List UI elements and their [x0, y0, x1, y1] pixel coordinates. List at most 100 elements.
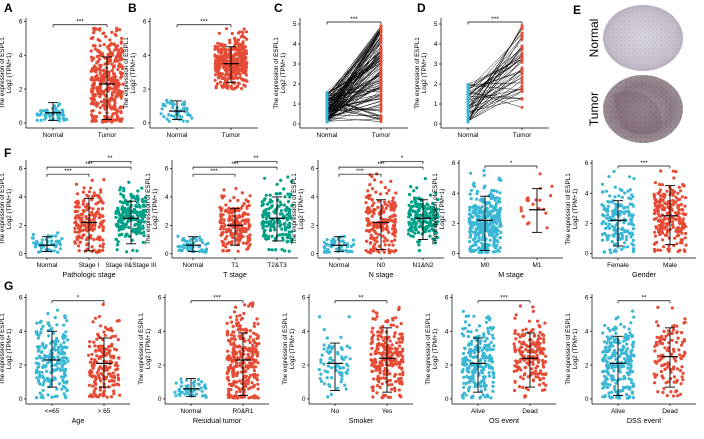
data-point	[230, 320, 234, 324]
data-point	[73, 226, 77, 230]
data-point	[286, 192, 290, 196]
data-point	[229, 84, 233, 88]
data-point	[486, 200, 490, 204]
data-point	[243, 222, 247, 226]
data-point	[116, 210, 121, 214]
data-point	[120, 50, 124, 54]
data-point	[82, 228, 86, 232]
data-point	[238, 228, 242, 232]
data-point	[287, 249, 291, 253]
data-point	[677, 226, 681, 230]
data-point	[677, 216, 682, 220]
data-point	[336, 350, 340, 354]
data-point	[383, 236, 387, 240]
data-point	[652, 195, 657, 199]
y-tick-label: 4	[158, 328, 162, 335]
data-point	[246, 382, 250, 386]
data-point	[107, 73, 111, 77]
data-point	[35, 321, 39, 325]
data-point	[607, 234, 611, 238]
data-point	[119, 185, 123, 190]
data-point	[379, 62, 383, 66]
data-point	[37, 345, 42, 349]
data-point	[100, 220, 104, 224]
data-point	[382, 338, 386, 343]
data-point	[160, 107, 164, 111]
data-point	[660, 183, 665, 187]
data-point	[55, 308, 60, 312]
data-point	[168, 101, 172, 105]
data-point	[89, 113, 94, 117]
data-point	[262, 224, 266, 228]
x-axis-label: M stage	[498, 270, 524, 279]
data-point	[236, 58, 240, 62]
data-point	[468, 354, 472, 358]
data-point	[325, 120, 329, 124]
data-point	[468, 240, 472, 244]
panel-label-a: A	[4, 1, 13, 15]
data-point	[325, 101, 329, 105]
data-point	[485, 222, 489, 226]
data-point	[174, 394, 178, 398]
data-point	[59, 352, 63, 356]
data-point	[229, 342, 233, 346]
data-point	[390, 343, 394, 347]
data-point	[264, 220, 268, 224]
data-point	[244, 73, 248, 77]
data-point	[118, 106, 122, 110]
data-point	[409, 229, 413, 233]
data-point	[213, 47, 217, 51]
data-point	[368, 210, 372, 214]
data-point	[288, 211, 292, 215]
data-point	[388, 219, 392, 223]
data-point	[233, 58, 237, 62]
data-point	[333, 240, 337, 244]
data-point	[375, 391, 379, 395]
data-point	[680, 195, 684, 199]
data-point	[630, 222, 634, 226]
data-point	[622, 206, 626, 210]
data-point	[238, 313, 242, 318]
data-point	[231, 383, 235, 387]
data-point	[220, 75, 224, 80]
data-point	[602, 207, 606, 211]
data-point	[282, 203, 286, 207]
data-point	[380, 328, 384, 332]
pair-line	[326, 100, 382, 118]
data-point	[130, 238, 134, 242]
data-point	[231, 236, 235, 240]
data-point	[245, 206, 249, 210]
data-point	[225, 371, 229, 375]
data-point	[623, 191, 627, 195]
data-point	[382, 369, 386, 373]
data-point	[240, 52, 244, 56]
data-point	[37, 347, 41, 351]
data-point	[394, 359, 398, 363]
data-point	[466, 114, 470, 118]
data-point	[253, 359, 257, 363]
data-point	[119, 76, 123, 80]
data-point	[245, 37, 249, 41]
data-point	[234, 385, 238, 389]
y-axis-label-unit: Log2 (TPM+1)	[298, 189, 305, 229]
data-point	[379, 44, 383, 48]
pair-line	[467, 71, 523, 89]
data-point	[233, 337, 237, 342]
data-point	[665, 189, 669, 193]
data-point	[613, 242, 617, 246]
data-point	[64, 330, 68, 334]
x-tick-label: Stage I	[79, 262, 100, 269]
data-point	[334, 247, 339, 251]
x-tick-label: Normal	[317, 132, 339, 139]
data-point	[88, 340, 92, 344]
data-point	[121, 201, 125, 205]
data-point	[618, 212, 622, 216]
panel-label-c: C	[274, 1, 283, 15]
data-point	[40, 370, 44, 374]
data-point	[46, 311, 50, 316]
data-point	[600, 238, 605, 242]
data-point	[244, 228, 248, 232]
data-point	[620, 195, 625, 199]
